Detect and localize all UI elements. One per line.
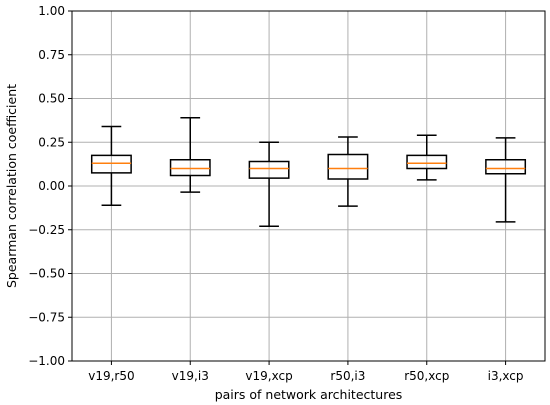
- y-tick-label: 1.00: [38, 4, 65, 18]
- box-v19-xcp: [248, 141, 290, 227]
- x-axis-ticks: v19,r50 v19,i3 v19,xcp r50,i3 r50,xcp i3,xcp: [88, 361, 524, 383]
- box-iqr: [90, 154, 132, 174]
- y-tick-label: 0.25: [38, 135, 65, 149]
- x-tick-label: r50,i3: [330, 369, 365, 383]
- box-iqr: [169, 159, 211, 177]
- box-r50-i3: [327, 136, 369, 207]
- box-iqr: [406, 154, 448, 170]
- x-tick-label: v19,r50: [88, 369, 134, 383]
- y-axis-ticks: 1.00 0.75 0.50 0.25 0.00 −0.25 −0.50 −0.75 −1.00: [28, 4, 72, 368]
- box-i3-xcp: [485, 137, 527, 223]
- box-v19-i3: [169, 117, 211, 193]
- plot-frame: [71, 10, 546, 362]
- y-tick-label: 0.75: [38, 48, 65, 62]
- box-v19-r50: [90, 125, 132, 206]
- box-iqr: [327, 153, 369, 180]
- y-tick-label: −0.25: [28, 223, 65, 237]
- x-tick-label: r50,xcp: [404, 369, 449, 383]
- y-tick-label: −0.50: [28, 267, 65, 281]
- box-iqr: [248, 160, 290, 179]
- x-tick-label: v19,i3: [172, 369, 209, 383]
- x-axis-label: pairs of network architectures: [215, 387, 403, 402]
- x-tick-label: i3,xcp: [488, 369, 524, 383]
- grid-lines: [72, 10, 545, 362]
- y-tick-label: −1.00: [28, 354, 65, 368]
- box-series: [90, 117, 527, 227]
- y-axis-label: Spearman correlation coefficient: [4, 84, 19, 288]
- box-iqr: [485, 159, 527, 175]
- y-tick-label: 0.00: [38, 179, 65, 193]
- box-r50-xcp: [406, 134, 448, 181]
- y-tick-label: 0.50: [38, 92, 65, 106]
- y-tick-label: −0.75: [28, 310, 65, 324]
- x-tick-label: v19,xcp: [245, 369, 292, 383]
